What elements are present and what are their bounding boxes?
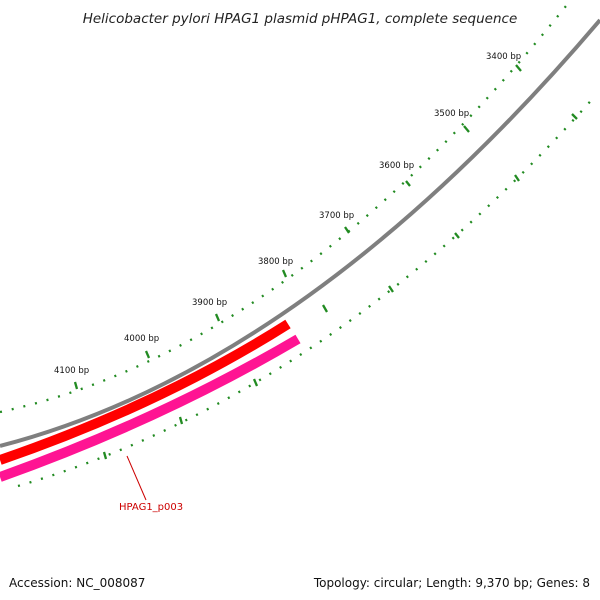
major-tick (405, 180, 411, 187)
major-tick (252, 378, 259, 387)
major-tick (515, 64, 522, 72)
topology-summary: Topology: circular; Length: 9,370 bp; Ge… (313, 576, 590, 590)
tick-labels: 3400 bp 3500 bp 3600 bp 3700 bp 3800 bp … (54, 52, 521, 376)
major-tick (102, 451, 108, 460)
major-tick (73, 381, 79, 390)
tick-label-3600: 3600 bp (379, 161, 414, 171)
major-tick (463, 125, 470, 133)
major-tick (388, 285, 394, 293)
major-tick (214, 313, 221, 322)
gene-label-hpag1-p003: HPAG1_p003 (119, 502, 183, 513)
major-tick (281, 269, 288, 278)
tick-label-4100: 4100 bp (54, 366, 89, 376)
map-title: Helicobacter pylori HPAG1 plasmid pHPAG1… (83, 11, 518, 27)
major-tick (144, 350, 151, 359)
tick-label-3400: 3400 bp (486, 52, 521, 62)
outer-minor-ticks (0, 5, 567, 414)
major-tick (454, 232, 460, 239)
major-tick (571, 113, 578, 120)
major-tick (514, 174, 520, 182)
inner-minor-ticks (17, 94, 597, 488)
tick-label-3900: 3900 bp (192, 298, 227, 308)
inner-major-ticks (102, 113, 578, 460)
tick-label-3500: 3500 bp (434, 109, 469, 119)
major-tick (178, 416, 184, 425)
major-tick (322, 304, 328, 313)
tick-label-3700: 3700 bp (319, 211, 354, 221)
outer-major-ticks (73, 64, 522, 390)
major-tick (344, 226, 350, 234)
inner-tick-ring (17, 94, 597, 488)
gene-forward-strand (0, 319, 291, 465)
accession-text: Accession: NC_008087 (9, 576, 146, 590)
gene-label-leader (126, 455, 147, 501)
outer-tick-ring (0, 5, 567, 414)
tick-label-3800: 3800 bp (258, 257, 293, 267)
tick-label-4000: 4000 bp (124, 334, 159, 344)
gene-hpag1-p003 (0, 334, 301, 482)
plasmid-backbone (0, 18, 600, 448)
